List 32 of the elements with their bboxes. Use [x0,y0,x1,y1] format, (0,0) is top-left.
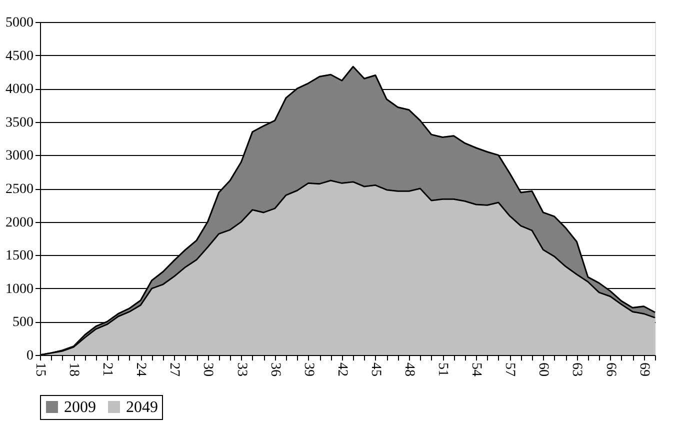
x-tick-label: 21 [100,362,115,376]
y-tick-label: 500 [12,315,34,330]
y-tick-label: 0 [26,348,34,364]
x-tick-label: 33 [234,362,249,376]
x-tick-label: 39 [300,362,316,376]
x-tick-label: 36 [267,362,282,376]
x-tick-label: 42 [334,362,350,376]
y-tick-label: 2000 [6,215,34,230]
x-tick-label: 51 [435,362,450,376]
x-tick-label: 30 [200,362,216,376]
y-tick-label: 3500 [6,115,34,130]
y-tick-label: 2500 [6,182,34,197]
y-tick-label: 4500 [6,48,34,64]
y-tick-label: 4000 [6,82,34,98]
x-tick-label: 27 [166,362,182,376]
x-tick-label: 18 [66,362,82,376]
x-tick-label: 48 [402,362,416,376]
x-tick-label: 66 [602,362,618,376]
legend-label: 2049 [126,399,158,416]
x-tick-label: 57 [502,362,518,376]
x-tick-label: 63 [569,362,584,376]
x-tick-label: 45 [368,362,383,376]
y-tick-label: 1500 [6,248,34,264]
x-tick-label: 60 [536,362,551,376]
y-tick-label: 1000 [6,282,34,297]
y-tick-label: 5000 [6,16,34,30]
x-tick-label: 69 [636,362,652,376]
legend-label: 2009 [64,399,96,416]
x-tick-label: 54 [468,362,484,376]
x-tick-label: 24 [133,362,148,376]
x-tick-label: 15 [32,362,48,376]
y-tick-label: 3000 [6,148,34,164]
